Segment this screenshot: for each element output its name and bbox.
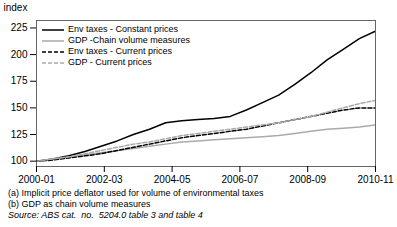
html-text:GDP - Current prices: GDP - Current prices <box>68 57 152 67</box>
svg-text:175: 175 <box>11 75 28 86</box>
svg-text:200: 200 <box>11 49 28 60</box>
svg-text:100: 100 <box>11 155 28 166</box>
svg-text:225: 225 <box>11 22 28 33</box>
svg-text:2004-05: 2004-05 <box>154 174 191 185</box>
svg-text:150: 150 <box>11 102 28 113</box>
svg-text:2002-03: 2002-03 <box>86 174 123 185</box>
svg-text:2006-07: 2006-07 <box>222 174 259 185</box>
svg-text:2000-01: 2000-01 <box>18 174 55 185</box>
html-text:Env taxes - Constant prices: Env taxes - Constant prices <box>68 24 179 34</box>
html-text:Env taxes - Current prices: Env taxes - Current prices <box>68 46 172 56</box>
svg-text:2010-11: 2010-11 <box>358 174 394 185</box>
html-text:(a) Implicit price deflator us: (a) Implicit price deflator used for vol… <box>8 188 264 198</box>
svg-text:index: index <box>4 2 28 13</box>
html-text:Source: ABS cat. no. 5204.0 ta: Source: ABS cat. no. 5204.0 table 3 and … <box>8 210 203 220</box>
svg-text:125: 125 <box>11 129 28 140</box>
html-text:(b) GDP as chain volume measur: (b) GDP as chain volume measures <box>8 199 151 209</box>
html-text:GDP -Chain volume measures: GDP -Chain volume measures <box>68 35 190 45</box>
svg-text:2008-09: 2008-09 <box>289 174 326 185</box>
